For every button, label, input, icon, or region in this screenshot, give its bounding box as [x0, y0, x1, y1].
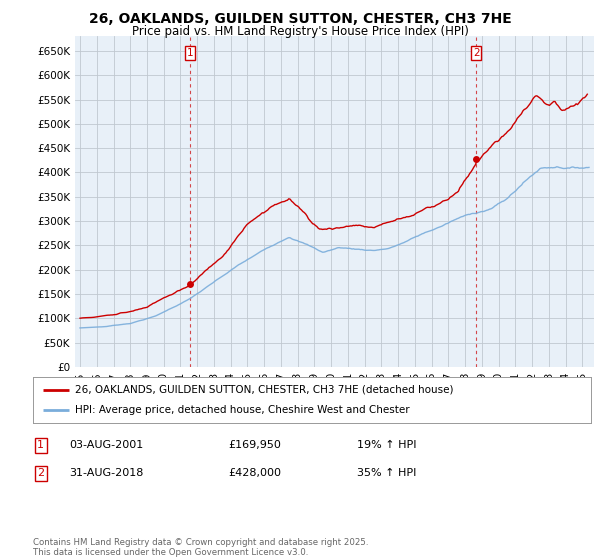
Text: 1: 1: [37, 440, 44, 450]
Text: HPI: Average price, detached house, Cheshire West and Chester: HPI: Average price, detached house, Ches…: [75, 405, 409, 415]
Text: 03-AUG-2001: 03-AUG-2001: [69, 440, 143, 450]
Text: 26, OAKLANDS, GUILDEN SUTTON, CHESTER, CH3 7HE: 26, OAKLANDS, GUILDEN SUTTON, CHESTER, C…: [89, 12, 511, 26]
Text: £428,000: £428,000: [228, 468, 281, 478]
Text: 26, OAKLANDS, GUILDEN SUTTON, CHESTER, CH3 7HE (detached house): 26, OAKLANDS, GUILDEN SUTTON, CHESTER, C…: [75, 385, 454, 395]
Text: Contains HM Land Registry data © Crown copyright and database right 2025.
This d: Contains HM Land Registry data © Crown c…: [33, 538, 368, 557]
Text: 19% ↑ HPI: 19% ↑ HPI: [357, 440, 416, 450]
Text: £169,950: £169,950: [228, 440, 281, 450]
Text: 2: 2: [473, 48, 479, 58]
Text: 31-AUG-2018: 31-AUG-2018: [69, 468, 143, 478]
Text: 1: 1: [187, 48, 193, 58]
Text: 2: 2: [37, 468, 44, 478]
Text: Price paid vs. HM Land Registry's House Price Index (HPI): Price paid vs. HM Land Registry's House …: [131, 25, 469, 38]
Text: 35% ↑ HPI: 35% ↑ HPI: [357, 468, 416, 478]
